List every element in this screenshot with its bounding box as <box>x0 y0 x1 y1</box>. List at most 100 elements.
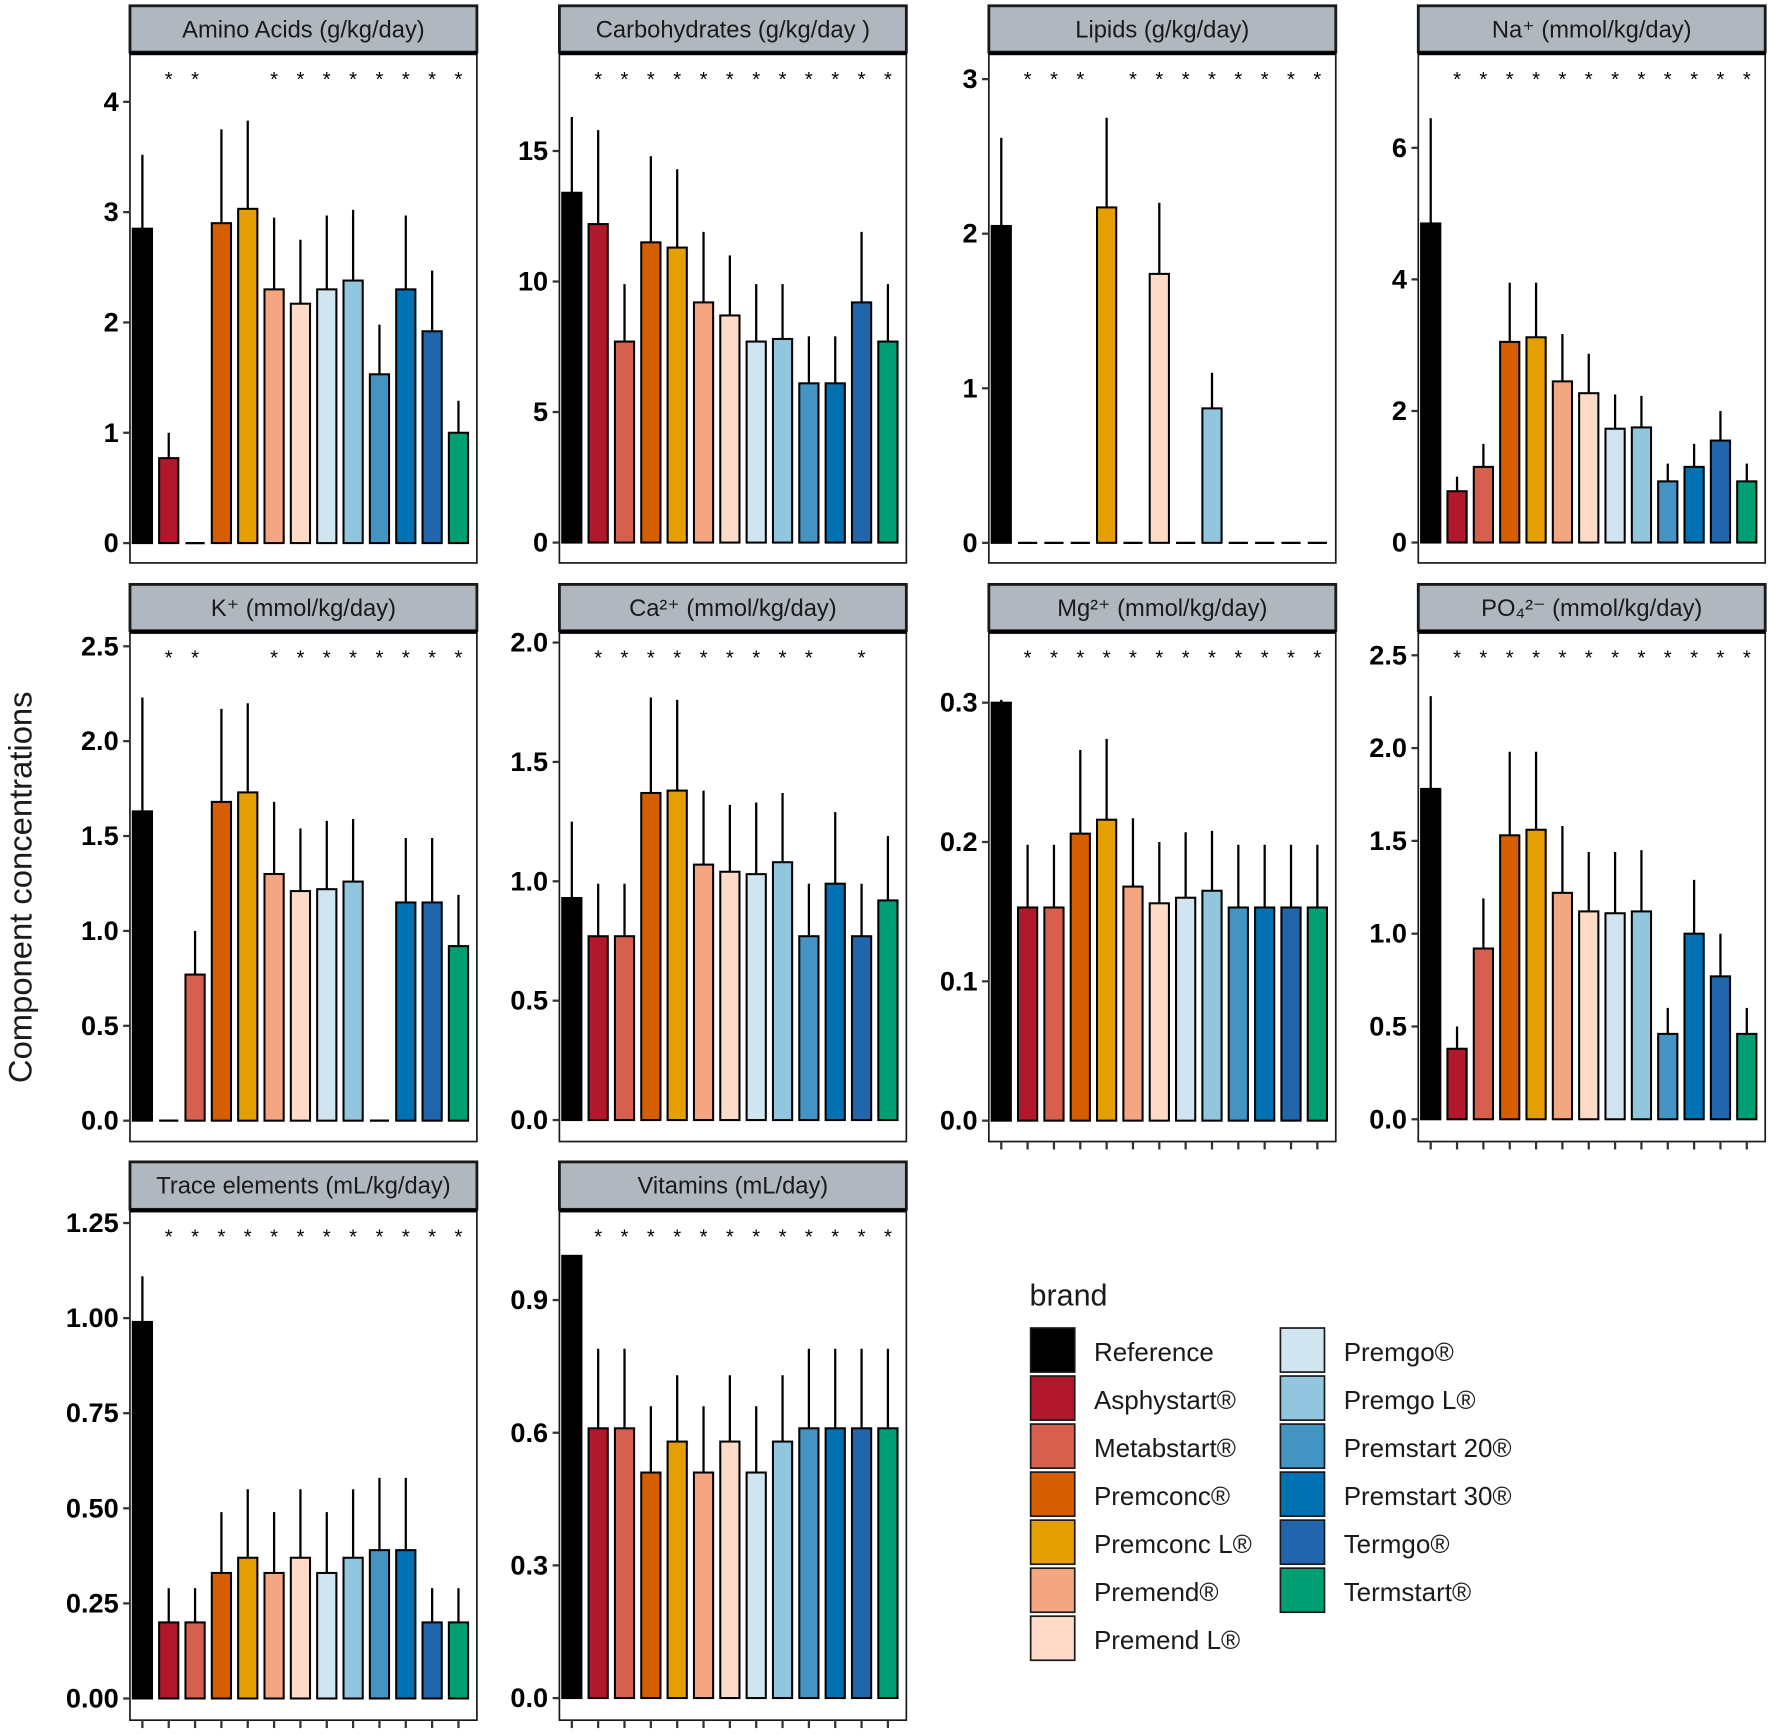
significance-star: * <box>244 1226 252 1248</box>
y-tick-label: 1 <box>962 372 977 403</box>
significance-star: * <box>647 648 655 670</box>
significance-star: * <box>858 69 866 91</box>
bar <box>1551 380 1574 544</box>
facet-title: Mg²⁺ (mmol/kg/day) <box>1057 596 1267 622</box>
bar <box>395 901 417 1122</box>
bar <box>210 222 233 545</box>
bar <box>210 800 233 1122</box>
bar <box>1227 906 1249 1122</box>
legend-label: Premconc L® <box>1094 1529 1252 1559</box>
significance-star: * <box>779 1226 787 1248</box>
legend-label: Premgo L® <box>1344 1385 1476 1415</box>
significance-star: * <box>1287 69 1295 91</box>
significance-star: * <box>805 648 813 670</box>
y-tick-label: 0.0 <box>1369 1103 1407 1134</box>
bar <box>1043 906 1065 1122</box>
significance-star: * <box>1234 69 1242 91</box>
significance-star: * <box>1637 648 1645 670</box>
significance-star: * <box>349 69 357 91</box>
legend-key <box>1029 1327 1076 1373</box>
bar <box>666 1440 688 1700</box>
bar <box>719 870 741 1122</box>
bar <box>1683 465 1705 544</box>
bar <box>877 340 899 544</box>
significance-star: * <box>1208 69 1216 91</box>
significance-star: * <box>1024 69 1032 91</box>
y-tick-label: 0.5 <box>510 985 548 1016</box>
bar <box>316 1571 338 1700</box>
bar <box>1630 426 1653 544</box>
legend-label: Premstart 30® <box>1344 1481 1512 1511</box>
y-tick-label: 1.0 <box>510 865 548 896</box>
significance-star: * <box>1234 648 1242 670</box>
bar <box>613 340 636 544</box>
bar <box>561 191 583 544</box>
significance-star: * <box>1637 69 1645 91</box>
significance-star: * <box>1050 69 1058 91</box>
y-tick-label: 10 <box>518 266 548 297</box>
bar <box>640 1471 662 1700</box>
significance-star: * <box>323 69 331 91</box>
significance-star: * <box>647 1226 655 1248</box>
significance-star: * <box>594 1226 602 1248</box>
panel-9: Vitamins (mL/day) 0.0 0.3 0.6 0.9 * * * * * * * * * * *… <box>510 1160 908 1729</box>
legend-key <box>1279 1327 1326 1373</box>
bar <box>1499 834 1521 1121</box>
bar <box>850 1427 873 1700</box>
significance-star: * <box>1585 648 1593 670</box>
bar <box>158 1621 180 1700</box>
significance-star: * <box>1313 648 1321 670</box>
significance-star: * <box>270 648 278 670</box>
significance-star: * <box>831 1226 839 1248</box>
y-tick-label: 2 <box>104 306 119 337</box>
significance-star: * <box>1129 69 1137 91</box>
bar <box>1683 932 1705 1121</box>
significance-star: * <box>375 69 383 91</box>
significance-star: * <box>1050 648 1058 670</box>
significance-star: * <box>165 648 173 670</box>
bar <box>745 1471 767 1700</box>
legend-key <box>1029 1375 1076 1421</box>
bar <box>1657 480 1679 544</box>
legend-key <box>1279 1423 1326 1469</box>
y-tick-label: 4 <box>104 86 119 117</box>
legend: brand Reference Asphystart® Metabstart® Pre… <box>1029 1278 1512 1662</box>
facet-title: Trace elements (mL/kg/day) <box>156 1174 450 1200</box>
significance-star: * <box>831 69 839 91</box>
bar <box>1578 910 1600 1121</box>
significance-star: * <box>1261 648 1269 670</box>
bar <box>1472 465 1495 544</box>
bar <box>447 945 470 1122</box>
bar <box>237 207 259 545</box>
legend-label: Termgo® <box>1344 1529 1450 1559</box>
y-tick-label: 3 <box>962 63 977 94</box>
y-tick-label: 0.0 <box>510 1682 548 1713</box>
bar <box>1254 906 1276 1122</box>
facet-strip <box>128 1160 479 1211</box>
significance-star: * <box>805 69 813 91</box>
significance-star: * <box>402 69 410 91</box>
bar <box>1525 336 1547 544</box>
legend-key <box>1029 1471 1076 1518</box>
bar <box>395 1549 417 1700</box>
significance-star: * <box>1076 69 1084 91</box>
significance-star: * <box>752 1226 760 1248</box>
significance-star: * <box>165 69 173 91</box>
bar <box>184 1621 206 1700</box>
bar <box>587 223 609 544</box>
bar <box>587 935 609 1122</box>
bar <box>771 337 794 544</box>
bar <box>877 1427 899 1700</box>
bar <box>237 1556 259 1700</box>
facet-title: Carbohydrates (g/kg/day ) <box>596 17 870 43</box>
y-tick-label: 0 <box>962 527 977 558</box>
significance-star: * <box>1716 69 1724 91</box>
significance-star: * <box>375 1226 383 1248</box>
legend-label: Premend L® <box>1094 1625 1240 1655</box>
bar <box>421 901 443 1122</box>
panel-4: K⁺ (mmol/kg/day) 0.0 0.5 1.0 1.5 2.0 2.5 * * * * * *… <box>81 582 479 1143</box>
legend-label: Reference <box>1094 1337 1214 1367</box>
bar <box>342 880 364 1122</box>
bar <box>289 1556 312 1700</box>
bar <box>368 373 391 545</box>
